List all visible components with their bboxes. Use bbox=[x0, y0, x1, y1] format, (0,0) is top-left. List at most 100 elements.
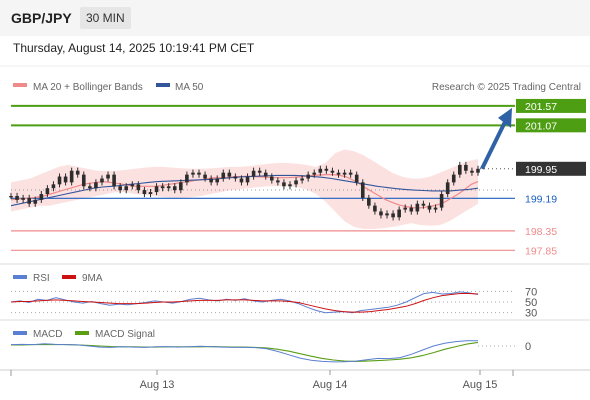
resistance-2-label-bg bbox=[516, 98, 586, 113]
bollinger-bands-layer bbox=[11, 149, 478, 229]
candle-body bbox=[379, 211, 383, 216]
candle-body bbox=[172, 186, 177, 191]
macd-line bbox=[10, 340, 478, 363]
resistance-1-label: 201.07 bbox=[525, 120, 557, 132]
macd-legend-label: MACD bbox=[33, 329, 62, 340]
forecast-arrow-shaft bbox=[480, 119, 508, 170]
forecast-arrow-layer bbox=[480, 107, 512, 170]
price-levels-layer bbox=[11, 104, 515, 251]
time-axis: Aug 13 Aug 14 Aug 15 bbox=[10, 370, 514, 391]
candle-body bbox=[294, 180, 298, 185]
moving-averages-layer bbox=[10, 174, 479, 209]
ma50-legend-label: MA 50 bbox=[175, 82, 204, 93]
pivot-label: 199.19 bbox=[525, 193, 557, 205]
timestamp: Thursday, August 14, 2025 10:19:41 PM CE… bbox=[13, 41, 255, 55]
candle-body bbox=[233, 176, 238, 179]
ma50-legend-swatch bbox=[156, 83, 170, 87]
candle-body bbox=[318, 168, 323, 173]
time-tick-label: Aug 15 bbox=[463, 379, 498, 391]
candle-body bbox=[342, 172, 347, 175]
candle-body bbox=[215, 178, 220, 183]
candle-body bbox=[385, 213, 389, 216]
candle-body bbox=[112, 174, 116, 187]
ma20-legend-label: MA 20 + Bollinger Bands bbox=[33, 82, 143, 93]
candle-body bbox=[433, 207, 438, 210]
candle-body bbox=[354, 174, 359, 183]
candle-body bbox=[51, 184, 56, 189]
candle-body bbox=[288, 184, 292, 187]
support-1-label: 198.35 bbox=[525, 226, 557, 238]
resistance-2-label: 201.57 bbox=[525, 101, 557, 113]
last-price-label: 199.95 bbox=[525, 164, 557, 176]
candle-body bbox=[269, 176, 274, 181]
candle-body bbox=[63, 176, 68, 183]
ma50-line bbox=[10, 174, 479, 207]
rsi-legend-label: RSI bbox=[33, 273, 50, 284]
candle-body bbox=[75, 170, 80, 175]
candle-body bbox=[445, 182, 450, 195]
candle-body bbox=[239, 178, 244, 183]
candle-body bbox=[360, 182, 365, 198]
candle-body bbox=[9, 195, 13, 198]
candle-body bbox=[136, 184, 141, 191]
candle-body bbox=[94, 182, 98, 189]
candle-body bbox=[403, 207, 408, 210]
macd-signal-legend-label: MACD Signal bbox=[95, 329, 155, 340]
last-price-label-bg bbox=[516, 161, 586, 176]
candle-body bbox=[185, 174, 189, 183]
candle-body bbox=[221, 172, 226, 179]
candle-body bbox=[336, 172, 341, 175]
candle-body bbox=[21, 197, 25, 200]
support-2-label: 197.85 bbox=[525, 245, 557, 257]
candle-body bbox=[373, 205, 377, 212]
candle-body bbox=[251, 170, 256, 177]
candle-body bbox=[39, 194, 44, 200]
candle-body bbox=[421, 203, 426, 206]
rsi-ma-line bbox=[10, 293, 479, 313]
candle-body bbox=[470, 170, 474, 173]
candle-body bbox=[476, 168, 480, 173]
macd-tick-0: 0 bbox=[525, 341, 531, 353]
candle-body bbox=[106, 174, 110, 179]
ma20-legend-swatch bbox=[13, 83, 27, 87]
candle-body bbox=[166, 186, 171, 189]
candle-body bbox=[451, 174, 456, 183]
candle-body bbox=[227, 172, 232, 177]
candle-body bbox=[348, 172, 353, 175]
instrument-title: GBP/JPY bbox=[11, 10, 72, 26]
candle-body bbox=[118, 186, 122, 191]
candle-body bbox=[203, 174, 207, 179]
resistance-1-label-bg bbox=[516, 118, 586, 133]
candle-body bbox=[209, 178, 213, 183]
timeframe-button[interactable]: 30 MIN bbox=[80, 7, 131, 29]
candle-body bbox=[282, 182, 286, 187]
candle-body bbox=[276, 180, 280, 183]
pivot-label-bg bbox=[516, 191, 586, 206]
bollinger-band-fill bbox=[11, 149, 478, 229]
candle-body bbox=[464, 164, 468, 171]
candle-body bbox=[142, 190, 147, 195]
candle-body bbox=[154, 186, 159, 193]
rsi-tick-70: 70 bbox=[525, 286, 537, 298]
price-series-layer bbox=[9, 161, 480, 221]
macd-signal-legend-swatch bbox=[75, 331, 89, 335]
rsi-ma-legend-label: 9MA bbox=[82, 273, 103, 284]
candle-body bbox=[160, 186, 165, 189]
candle-body bbox=[397, 209, 401, 218]
candle-body bbox=[33, 199, 38, 204]
time-tick-label: Aug 14 bbox=[313, 379, 348, 391]
candle-body bbox=[306, 174, 310, 179]
candle-body bbox=[124, 186, 129, 191]
candle-body bbox=[81, 174, 86, 187]
candle-body bbox=[391, 213, 395, 218]
candle-body bbox=[148, 192, 153, 195]
rsi-tick-30: 30 bbox=[525, 308, 537, 320]
candle-body bbox=[427, 205, 432, 210]
macd-legend-swatch bbox=[13, 331, 27, 335]
time-tick-label: Aug 13 bbox=[140, 379, 175, 391]
candle-body bbox=[415, 203, 420, 212]
candle-body bbox=[191, 172, 195, 175]
candle-body bbox=[45, 188, 50, 195]
